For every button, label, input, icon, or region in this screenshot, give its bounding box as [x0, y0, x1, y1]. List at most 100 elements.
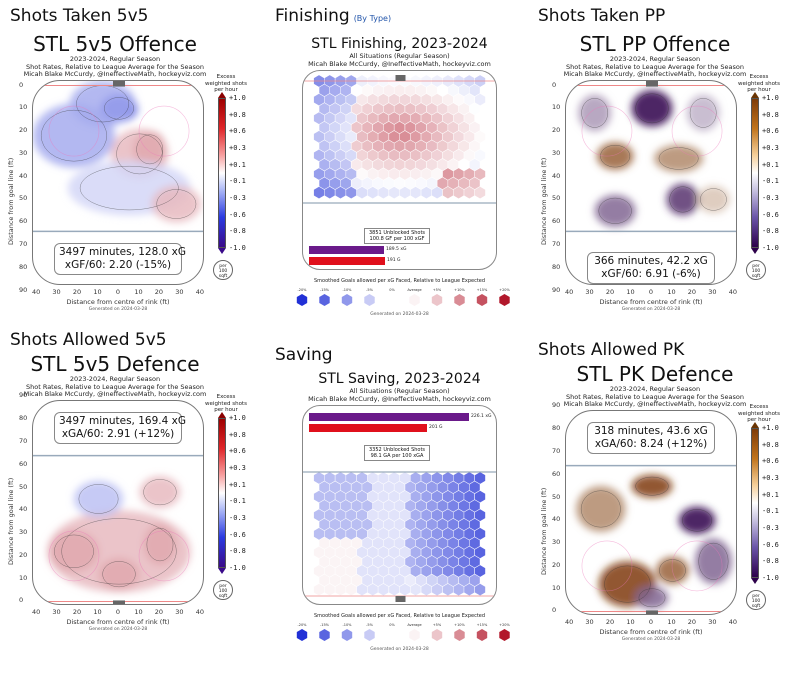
hex-cell-193: [389, 186, 400, 199]
legend-row: -20% -15% -10% -5% 0% Average +5% +10% +15% +20%: [290, 286, 520, 314]
hex-cell-28: [448, 481, 459, 494]
hex-cell-62: [313, 112, 325, 125]
colorbar-tick-label: -0.8: [762, 227, 779, 236]
hex-cell-196: [421, 186, 432, 199]
heat-blob-0: [631, 90, 673, 127]
hex-cell-180: [415, 177, 427, 190]
hex-cell-55: [405, 103, 416, 115]
colorbar-tick-label: -0.1: [229, 177, 246, 186]
hex-cell-108: [475, 130, 486, 143]
hex-cell-133: [410, 546, 421, 559]
panel-pp-offence: STL PP Offence 2023-2024, Regular Season S…: [540, 30, 800, 325]
heading-finishing-by-type-link[interactable]: (By Type): [353, 14, 392, 23]
hex-cell-88: [426, 121, 437, 134]
heading-shots-allowed-pk: Shots Allowed PK: [538, 340, 685, 360]
hex-cell-199: [453, 186, 464, 199]
hex-cell-127: [346, 149, 357, 162]
colorbar-tick-label: +0.6: [762, 457, 779, 466]
hex-cell-38: [389, 93, 400, 106]
hex-cell-129: [367, 546, 378, 559]
hex-cell-135: [432, 546, 443, 559]
hex-cell-64: [335, 509, 346, 522]
contour-line-4: [78, 484, 119, 514]
situation-line: All Situations (Regular Season): [349, 52, 450, 60]
hex-cell-4: [356, 472, 368, 484]
legend-title: Smoothed Goals allowed per xG Faced, Rel…: [313, 278, 486, 284]
hex-cell-200: [464, 186, 475, 199]
x-tick-label: 10: [626, 618, 635, 626]
hex-cell-160: [367, 565, 378, 577]
hex-cell-117: [405, 140, 416, 152]
colorbar-tick-label: +1.0: [762, 424, 779, 432]
hex-cell-96: [346, 527, 357, 540]
x-tick-label: 10: [134, 608, 143, 616]
hex-cell-89: [437, 518, 448, 531]
hex-cell-9: [410, 472, 421, 484]
hex-cell-172: [330, 177, 341, 190]
hex-cell-96: [346, 130, 357, 143]
hex-cell-149: [415, 555, 427, 568]
hexbin-svg: [303, 471, 496, 602]
hex-cell-45: [464, 93, 475, 106]
colorbar-tick-label: +0.1: [229, 160, 246, 169]
hex-cell-183: [448, 574, 459, 587]
x-tick-label: 20: [687, 288, 697, 296]
y-tick-label: 80: [552, 424, 561, 433]
legend-hex-label: -15%: [320, 623, 330, 627]
legend-hex-label: +5%: [433, 288, 442, 292]
y-tick-label: 50: [552, 492, 561, 501]
hex-cell-66: [356, 509, 368, 522]
hex-cell-71: [410, 112, 421, 125]
legend-hex-label: +15%: [477, 623, 488, 627]
hex-cell-136: [442, 149, 453, 162]
heatmap-svg: [33, 81, 203, 233]
hex-cell-36: [367, 490, 378, 503]
heat-blob-3: [47, 510, 191, 593]
hex-cell-51: [362, 103, 373, 115]
hex-cell-33: [335, 93, 346, 106]
y-tick-label: 20: [552, 126, 561, 135]
colorbar-tick-label: +1.0: [229, 414, 246, 422]
colorbar-tick-label: -0.8: [229, 547, 246, 556]
hex-cell-162: [389, 168, 400, 180]
heat-blob-2: [678, 506, 716, 534]
hex-cell-66: [356, 112, 368, 125]
contour-line-5: [79, 165, 179, 211]
contour-line-0: [54, 534, 94, 568]
contour-line-6: [638, 588, 666, 608]
hex-cell-33: [335, 490, 346, 503]
hex-cell-68: [378, 509, 389, 522]
hex-cell-58: [437, 500, 448, 512]
hex-cell-42: [432, 490, 443, 503]
hex-cell-157: [335, 565, 346, 577]
hex-cell-169: [464, 565, 475, 577]
hex-cell-45: [464, 490, 475, 503]
hex-cell-137: [453, 546, 464, 559]
panel-pk-defence: STL PK Defence 2023-2024, Regular Season S…: [540, 360, 800, 660]
heat-blob-5: [594, 194, 636, 227]
goals-bar: [309, 424, 427, 432]
hex-cell-126: [335, 546, 346, 559]
chart-subtitle: 2023-2024, Regular Season Shot Rates, Rel…: [540, 385, 770, 409]
xg-bar-value: 189.5 xG: [386, 247, 407, 252]
hex-cell-114: [373, 537, 384, 549]
contour-line-2: [682, 509, 713, 532]
hex-cell-157: [335, 168, 346, 180]
x-tick-label: 20: [687, 618, 697, 626]
hex-cell-198: [442, 583, 453, 596]
hex-cell-79: [330, 121, 341, 134]
hex-cell-60: [458, 500, 470, 512]
hex-cell-163: [399, 168, 410, 180]
y-tick-label: 50: [19, 194, 28, 203]
legend-hex-6: [431, 294, 443, 306]
hex-cell-83: [373, 518, 384, 531]
chart-title: STL PK Defence: [576, 362, 734, 386]
hex-cell-125: [324, 149, 335, 162]
hex-cell-168: [453, 168, 464, 180]
colorbar-tick-label: -0.1: [762, 507, 779, 516]
hex-cell-16: [319, 84, 330, 97]
heat-blobs: [33, 81, 201, 223]
legend-hex-9: [499, 294, 510, 306]
x-tick-label: 40: [31, 608, 41, 616]
hex-cell-192: [378, 186, 389, 199]
